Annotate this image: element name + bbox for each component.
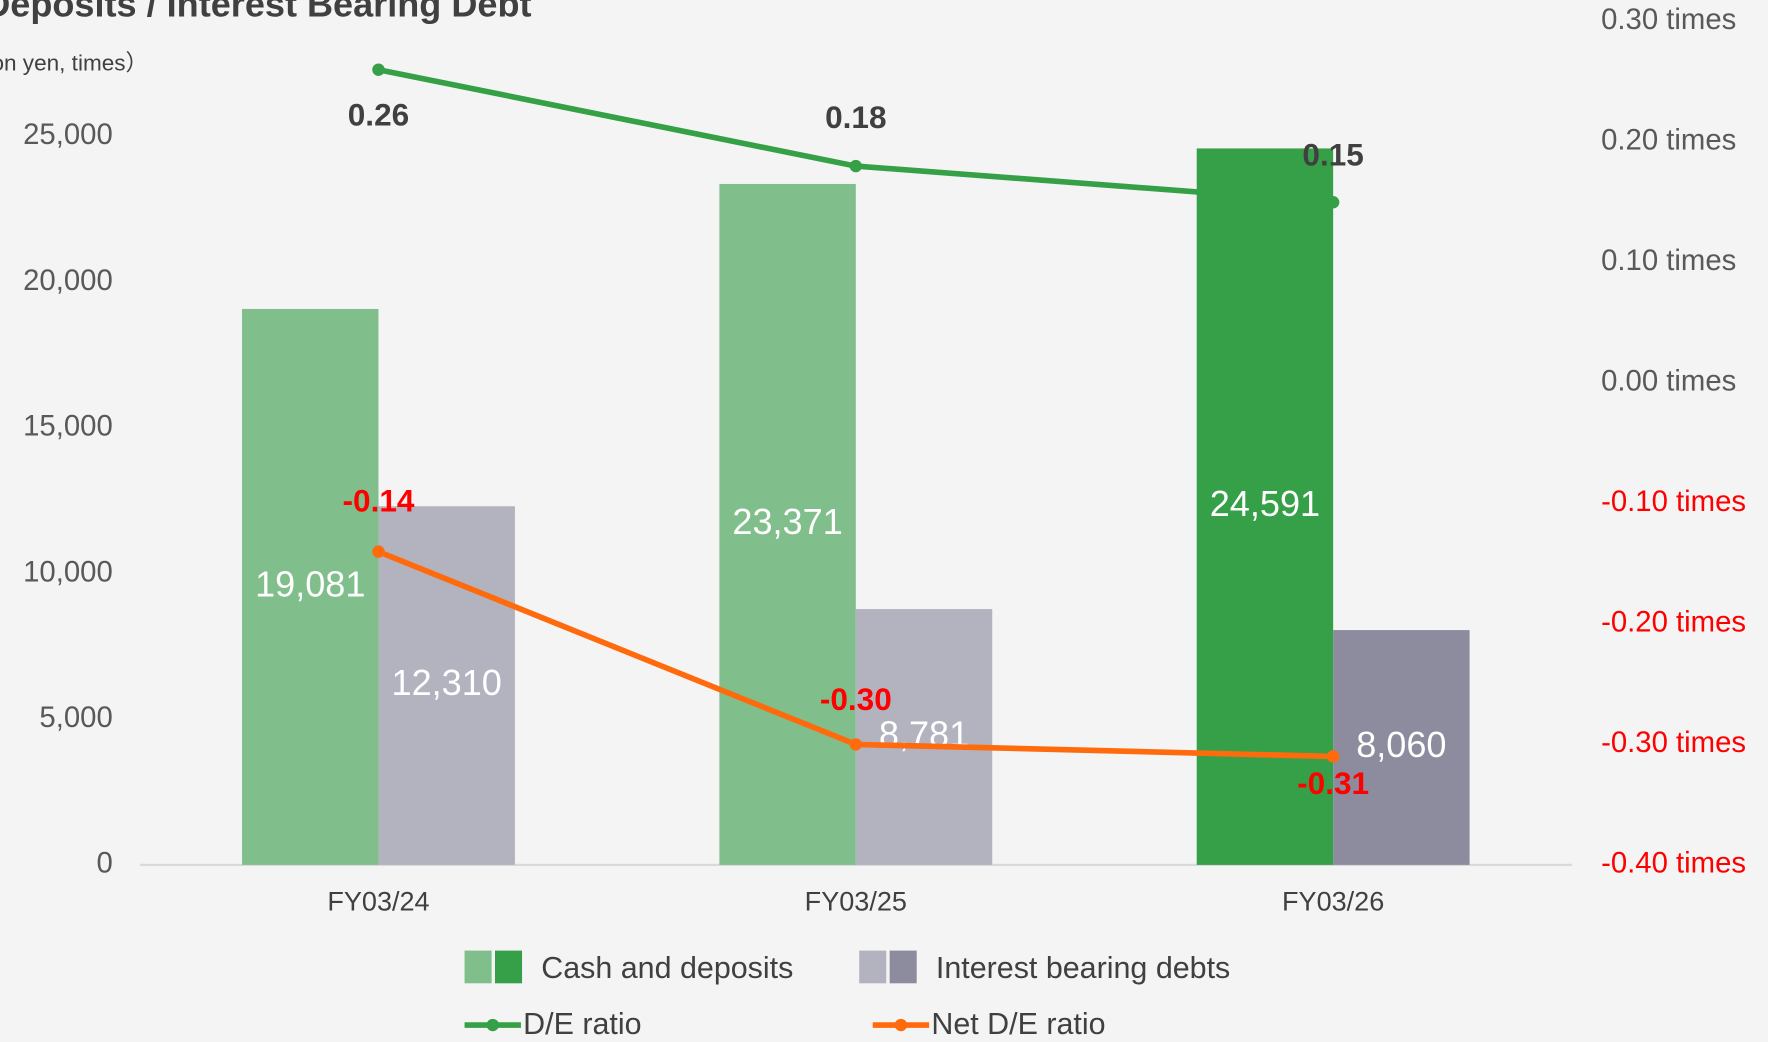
- legend-swatch: [889, 950, 917, 984]
- line-value-label: 0.15: [1302, 136, 1363, 172]
- x-tick-label: FY03/25: [805, 886, 907, 916]
- bar: [855, 609, 993, 865]
- bar: [242, 308, 379, 865]
- y2-tick-label: -0.30 times: [1601, 726, 1746, 759]
- line-value-label: -0.30: [820, 681, 892, 717]
- y2-tick-label: -0.20 times: [1601, 606, 1746, 639]
- y-tick-label: 10,000: [23, 555, 113, 588]
- line-point: [849, 738, 863, 751]
- y2-tick-label: -0.40 times: [1601, 847, 1746, 880]
- y2-tick-label: -0.10 times: [1601, 485, 1746, 518]
- line-point: [372, 63, 385, 76]
- legend-dot: [894, 1018, 908, 1032]
- x-tick-label: FY03/24: [327, 886, 429, 916]
- bar-value-label: 24,591: [1210, 483, 1320, 524]
- bar-value-label: 8,060: [1356, 724, 1446, 765]
- legend-label: Cash and deposits: [541, 951, 793, 985]
- bar-value-label: 19,081: [255, 563, 365, 604]
- legend-label: D/E ratio: [523, 1007, 641, 1041]
- x-tick-label: FY03/26: [1282, 886, 1384, 916]
- chart-title: Deposits / Interest Bearing Debt: [0, 0, 532, 24]
- legend-label: Interest bearing debts: [936, 951, 1230, 985]
- line-value-label: 0.26: [348, 96, 409, 132]
- legend-dot: [486, 1018, 499, 1032]
- line-value-label: -0.31: [1297, 765, 1369, 801]
- legend-swatch: [464, 950, 492, 984]
- legend-swatch: [859, 950, 887, 984]
- chart-subtitle: （Million yen, times）: [0, 50, 148, 75]
- legend-label: Net D/E ratio: [931, 1007, 1105, 1041]
- y-tick-label: 20,000: [23, 264, 113, 297]
- line-value-label: 0.18: [825, 99, 886, 135]
- line-value-label: -0.14: [343, 482, 415, 518]
- bar-value-label: 12,310: [392, 662, 502, 703]
- bar: [719, 183, 856, 865]
- line-point: [1326, 750, 1340, 763]
- bar-value-label: 23,371: [732, 501, 842, 542]
- y-tick-label: 25,000: [23, 118, 113, 151]
- bar: [1196, 148, 1334, 865]
- legend-swatch: [494, 950, 523, 984]
- line-point: [849, 159, 863, 173]
- y2-tick-label: 0.20 times: [1601, 124, 1736, 157]
- line-point: [372, 545, 385, 558]
- y2-tick-label: 0.30 times: [1601, 3, 1736, 36]
- y2-tick-label: 0.00 times: [1601, 365, 1736, 398]
- y2-tick-label: 0.10 times: [1601, 244, 1736, 277]
- y-tick-label: 15,000: [23, 410, 113, 443]
- y-tick-label: 0: [96, 847, 112, 880]
- line-point: [1326, 196, 1340, 209]
- bar: [378, 506, 515, 865]
- line: [377, 66, 1334, 206]
- y-tick-label: 5,000: [39, 701, 112, 734]
- bar: [1333, 630, 1470, 865]
